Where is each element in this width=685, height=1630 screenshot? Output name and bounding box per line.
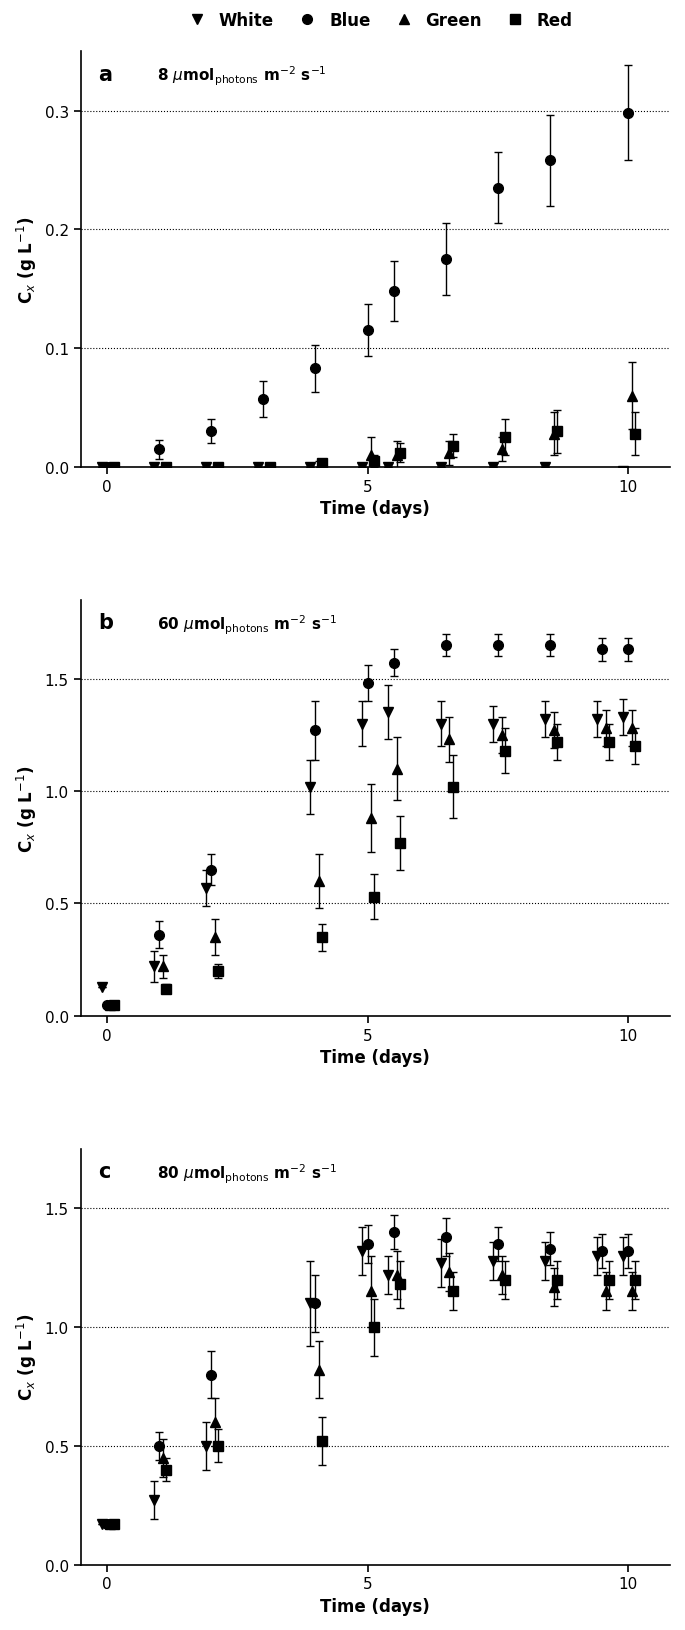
Text: a: a bbox=[99, 65, 112, 85]
X-axis label: Time (days): Time (days) bbox=[321, 1597, 430, 1615]
Text: 80 $\mu$mol$_\mathrm{photons}$ m$^{-2}$ s$^{-1}$: 80 $\mu$mol$_\mathrm{photons}$ m$^{-2}$ … bbox=[158, 1162, 338, 1185]
Y-axis label: C$_x$ (g L$^{-1}$): C$_x$ (g L$^{-1}$) bbox=[15, 1314, 39, 1400]
Text: c: c bbox=[99, 1162, 111, 1182]
X-axis label: Time (days): Time (days) bbox=[321, 500, 430, 518]
Y-axis label: C$_x$ (g L$^{-1}$): C$_x$ (g L$^{-1}$) bbox=[15, 217, 39, 303]
Text: 60 $\mu$mol$_\mathrm{photons}$ m$^{-2}$ s$^{-1}$: 60 $\mu$mol$_\mathrm{photons}$ m$^{-2}$ … bbox=[158, 613, 338, 636]
Text: b: b bbox=[99, 613, 114, 632]
Legend: White, Blue, Green, Red: White, Blue, Green, Red bbox=[177, 8, 576, 33]
Y-axis label: C$_x$ (g L$^{-1}$): C$_x$ (g L$^{-1}$) bbox=[15, 764, 39, 852]
X-axis label: Time (days): Time (days) bbox=[321, 1048, 430, 1066]
Text: 8 $\mu$mol$_\mathrm{photons}$ m$^{-2}$ s$^{-1}$: 8 $\mu$mol$_\mathrm{photons}$ m$^{-2}$ s… bbox=[158, 65, 327, 88]
